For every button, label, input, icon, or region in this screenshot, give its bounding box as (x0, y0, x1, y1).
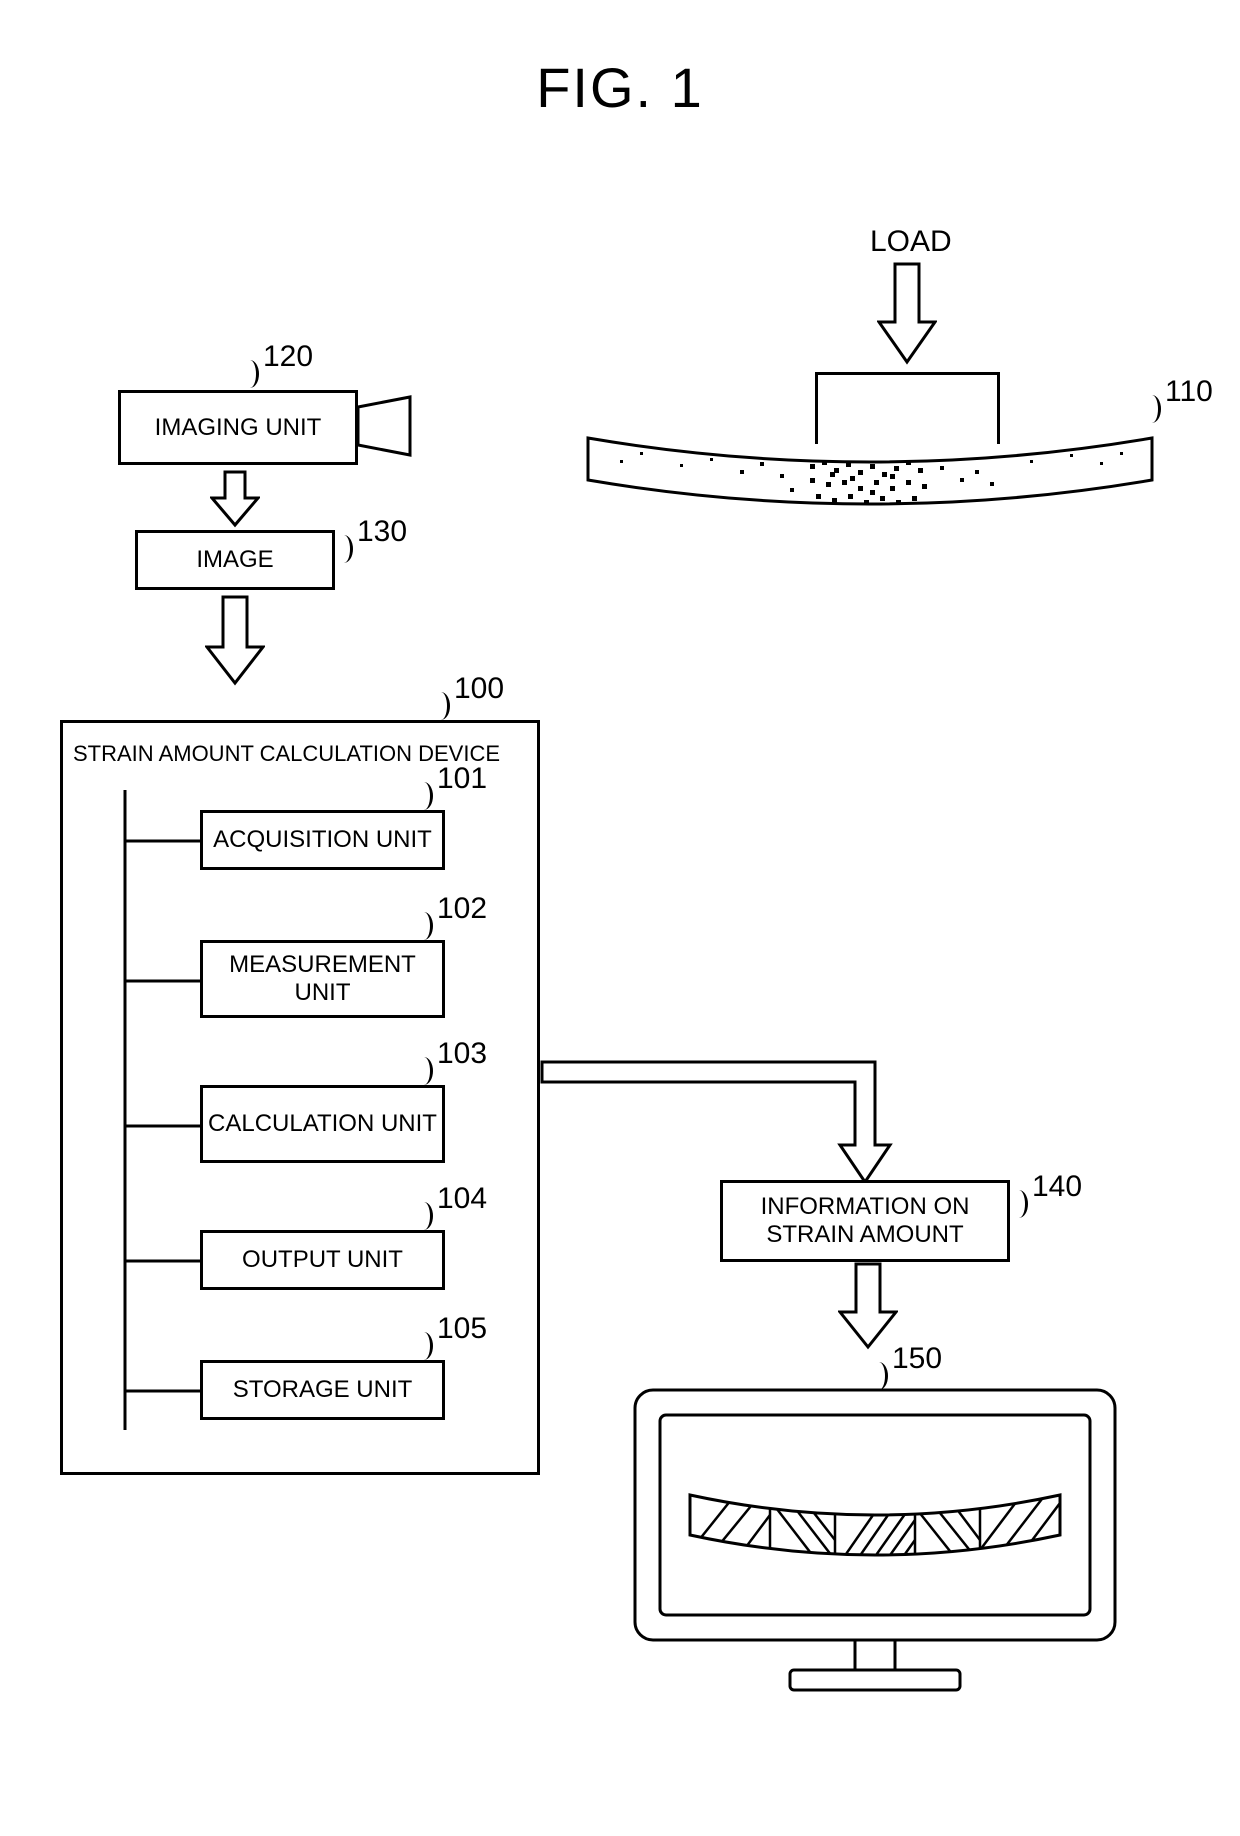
ref-102: 102 (437, 892, 487, 926)
diagram-canvas: FIG. 1 LOAD (0, 0, 1240, 1836)
output-unit-label: OUTPUT UNIT (242, 1246, 403, 1274)
lead-curve-102 (415, 912, 433, 940)
measurement-unit-box: MEASUREMENT UNIT (200, 940, 445, 1018)
ref-101: 101 (437, 762, 487, 796)
specimen-beam (580, 430, 1160, 525)
info-box: INFORMATION ON STRAIN AMOUNT (720, 1180, 1010, 1262)
ref-140: 140 (1032, 1170, 1082, 1204)
lead-curve-104 (415, 1202, 433, 1230)
storage-unit-label: STORAGE UNIT (233, 1376, 413, 1404)
lead-curve-140 (1010, 1190, 1028, 1218)
calculation-unit-label: CALCULATION UNIT (208, 1110, 437, 1138)
bus-h3 (125, 1123, 200, 1129)
lead-curve-120 (241, 360, 259, 388)
lead-curve-101 (415, 782, 433, 810)
bus-line (120, 790, 130, 1430)
ref-105: 105 (437, 1312, 487, 1346)
lead-curve-100 (432, 692, 450, 720)
lead-curve-130 (335, 535, 353, 563)
lead-curve-110 (1143, 395, 1161, 423)
lead-curve-103 (415, 1057, 433, 1085)
ref-103: 103 (437, 1037, 487, 1071)
ref-100: 100 (454, 672, 504, 706)
storage-unit-box: STORAGE UNIT (200, 1360, 445, 1420)
ref-104: 104 (437, 1182, 487, 1216)
camera-lens-icon (355, 395, 420, 460)
ref-130: 130 (357, 515, 407, 549)
acquisition-unit-box: ACQUISITION UNIT (200, 810, 445, 870)
lead-curve-105 (415, 1332, 433, 1360)
load-arrow-icon (877, 262, 937, 372)
imaging-unit-box: IMAGING UNIT (118, 390, 358, 465)
bus-h5 (125, 1388, 200, 1394)
figure-title: FIG. 1 (0, 55, 1240, 120)
ref-110: 110 (1165, 375, 1213, 409)
measurement-unit-label: MEASUREMENT UNIT (203, 951, 442, 1006)
ref-120: 120 (263, 340, 313, 374)
arrow-info-to-monitor-icon (838, 1262, 898, 1352)
imaging-unit-label: IMAGING UNIT (155, 414, 322, 442)
acquisition-unit-label: ACQUISITION UNIT (213, 826, 432, 854)
arrow-image-to-device-icon (205, 595, 265, 690)
bus-h4 (125, 1258, 200, 1264)
monitor-icon (620, 1375, 1130, 1705)
bus-h1 (125, 838, 200, 844)
info-label: INFORMATION ON STRAIN AMOUNT (723, 1193, 1007, 1248)
lead-curve-150 (870, 1362, 888, 1390)
calculation-unit-box: CALCULATION UNIT (200, 1085, 445, 1163)
load-label: LOAD (870, 225, 952, 259)
bus-h2 (125, 978, 200, 984)
arrow-device-to-info-icon (540, 1060, 920, 1190)
ref-150: 150 (892, 1342, 942, 1376)
image-label: IMAGE (196, 546, 273, 574)
arrow-imaging-to-image-icon (210, 470, 260, 530)
image-box: IMAGE (135, 530, 335, 590)
device-title: STRAIN AMOUNT CALCULATION DEVICE (73, 741, 500, 766)
output-unit-box: OUTPUT UNIT (200, 1230, 445, 1290)
